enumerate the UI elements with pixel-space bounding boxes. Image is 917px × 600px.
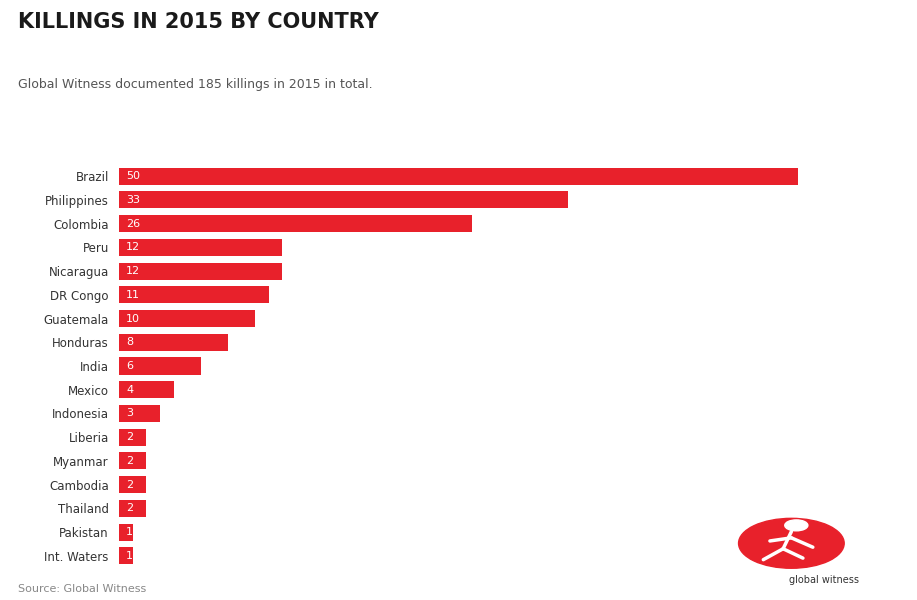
Circle shape <box>785 520 808 531</box>
Bar <box>119 428 147 446</box>
Text: KILLINGS IN 2015 BY COUNTRY: KILLINGS IN 2015 BY COUNTRY <box>18 12 379 32</box>
Bar <box>119 476 147 493</box>
Bar <box>119 167 799 185</box>
Bar <box>119 263 282 280</box>
Text: 10: 10 <box>126 314 140 323</box>
Text: 26: 26 <box>126 218 140 229</box>
Bar <box>119 405 160 422</box>
Bar <box>119 191 568 208</box>
Bar <box>119 334 228 351</box>
Bar <box>119 452 147 469</box>
Text: 2: 2 <box>126 479 133 490</box>
Bar <box>119 500 147 517</box>
Bar <box>119 215 472 232</box>
Bar <box>119 310 255 327</box>
Text: Global Witness documented 185 killings in 2015 in total.: Global Witness documented 185 killings i… <box>18 78 373 91</box>
Text: 6: 6 <box>126 361 133 371</box>
Text: 1: 1 <box>126 551 133 561</box>
Text: 8: 8 <box>126 337 133 347</box>
Bar <box>119 547 133 565</box>
Bar <box>119 381 173 398</box>
Text: 12: 12 <box>126 242 140 253</box>
Text: 1: 1 <box>126 527 133 537</box>
Bar <box>119 524 133 541</box>
Text: 50: 50 <box>126 171 140 181</box>
Text: 33: 33 <box>126 195 140 205</box>
Bar <box>119 358 201 374</box>
Bar <box>119 286 269 304</box>
Text: 3: 3 <box>126 409 133 418</box>
Text: 4: 4 <box>126 385 133 395</box>
Text: 2: 2 <box>126 432 133 442</box>
Text: global witness: global witness <box>790 575 859 585</box>
Text: 2: 2 <box>126 456 133 466</box>
Text: 11: 11 <box>126 290 140 300</box>
Bar <box>119 239 282 256</box>
Text: Source: Global Witness: Source: Global Witness <box>18 584 147 594</box>
Text: 12: 12 <box>126 266 140 276</box>
Text: 2: 2 <box>126 503 133 514</box>
Circle shape <box>738 518 845 568</box>
